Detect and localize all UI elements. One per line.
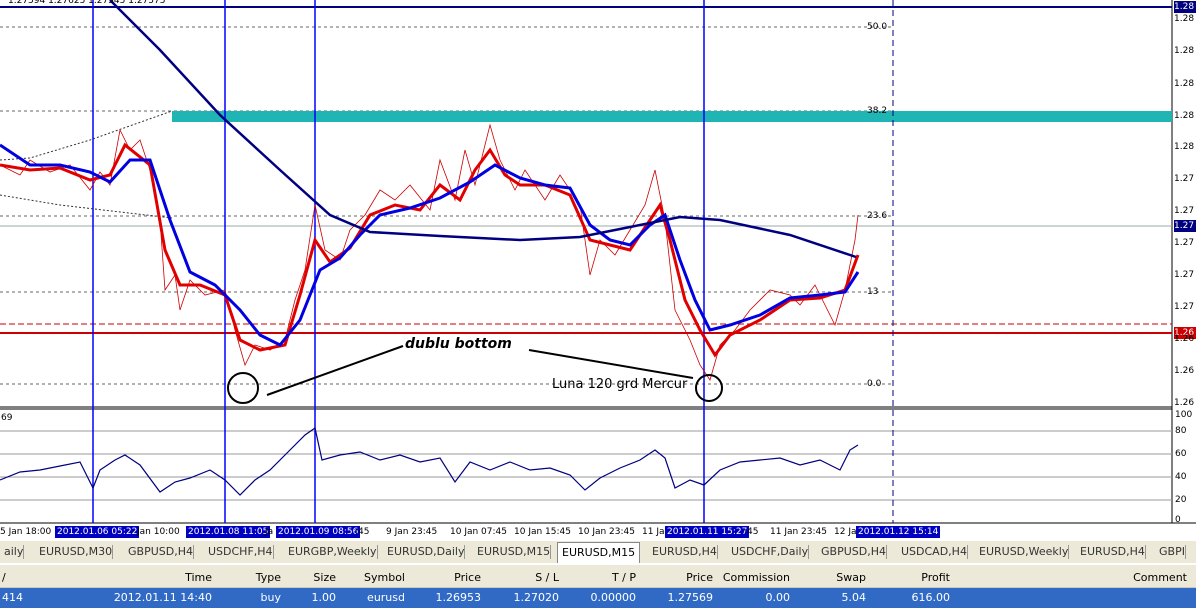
price-axis-label: 1.27 <box>1174 206 1195 216</box>
column-header: Symbol <box>364 571 405 584</box>
price-axis-label: 1.27 <box>1174 220 1196 232</box>
price-axis-label: 1.27 <box>1174 302 1195 312</box>
chart-tab[interactable]: EURUSD,H4 <box>1076 545 1146 559</box>
column-header: Type <box>255 571 281 584</box>
price-axis-label: 1.28 <box>1174 142 1195 152</box>
chart-tab[interactable]: EURUSD,H4 <box>648 545 718 559</box>
ohlc-info: 1.27594 1.27625 1.27545 1.27575 <box>8 0 166 6</box>
indicator-axis-label: 80 <box>1175 426 1187 436</box>
chart-tab[interactable]: USDCHF,H4 <box>204 545 274 559</box>
price-axis-label: 1.27 <box>1174 270 1195 280</box>
time-axis-label: :45 <box>355 527 370 537</box>
time-axis-label: 10 Jan 23:45 <box>578 527 635 537</box>
time-axis-label: 2012.01.12 15:14 <box>856 526 941 538</box>
column-header: S / L <box>535 571 559 584</box>
annotation: dublu bottom <box>405 336 512 352</box>
time-axis-label: 10 Jan 15:45 <box>514 527 571 537</box>
table-cell: eurusd <box>367 591 405 604</box>
time-axis-label: 10 Jan 07:45 <box>450 527 507 537</box>
chart-tab[interactable]: USDCAD,H4 <box>897 545 968 559</box>
fibo-level: 38.2 <box>867 106 888 116</box>
price-axis-label: 1.27 <box>1174 238 1195 248</box>
time-axis-label: Ja <box>265 527 274 537</box>
time-axis-label: 9 Jan 23:45 <box>386 527 438 537</box>
chart-tab[interactable]: GBPUSD,H4 <box>124 545 194 559</box>
time-axis-label: 11 Ja <box>642 527 665 537</box>
chart-tab[interactable]: GBPI <box>1155 545 1186 559</box>
price-axis-label: 1.26 <box>1174 366 1195 376</box>
column-header: Time <box>185 571 212 584</box>
column-header: Price <box>454 571 481 584</box>
price-axis-label: 1.26 <box>1174 398 1195 408</box>
column-header: T / P <box>611 571 636 584</box>
indicator-axis-label: 40 <box>1175 472 1187 482</box>
chart-tab[interactable]: aily <box>0 545 25 559</box>
chart-tab[interactable]: GBPUSD,H4 <box>817 545 887 559</box>
table-cell: 2012.01.11 14:40 <box>113 591 212 604</box>
indicator-label: 69 <box>1 413 13 423</box>
table-cell: 5.04 <box>841 591 867 604</box>
fibo-level: 23.6 <box>867 211 888 221</box>
table-cell: 1.00 <box>311 591 337 604</box>
time-axis-label: 5 Jan 18:00 <box>0 527 52 537</box>
price-axis-label: 1.28 <box>1174 79 1195 89</box>
column-header: Price <box>686 571 713 584</box>
table-cell: 414 <box>2 591 23 604</box>
table-cell: 0.00000 <box>590 591 637 604</box>
fibo-level: 13 <box>867 287 879 297</box>
time-axis-label: 2012.01.09 08:56 <box>276 526 361 538</box>
indicator-axis-label: 100 <box>1175 410 1193 420</box>
price-axis-label: 1.26 <box>1174 334 1195 344</box>
indicator-axis-label: 20 <box>1175 495 1187 505</box>
time-axis-label: 11 Jan 23:45 <box>770 527 827 537</box>
table-cell: 1.27020 <box>513 591 560 604</box>
time-axis-label: 2012.01.06 05:22 <box>55 526 140 538</box>
chart-tab[interactable]: EURUSD,M15 <box>557 542 641 563</box>
chart-tab[interactable]: EURUSD,Daily <box>383 545 466 559</box>
column-header: Commission <box>722 571 790 584</box>
column-header: Comment <box>1133 571 1187 584</box>
fibo-level: 50.0 <box>867 22 888 32</box>
chart-tab[interactable]: EURGBP,Weekly <box>284 545 378 559</box>
fibo-level: 0.0 <box>867 379 882 389</box>
time-axis-label: :45 <box>744 527 759 537</box>
indicator-axis-label: 0 <box>1175 515 1181 525</box>
time-axis-label: 12 Ja <box>834 527 857 537</box>
annotation: Luna 120 grd Mercur <box>552 377 688 392</box>
price-axis-label: 1.28 <box>1174 14 1195 24</box>
indicator-axis-label: 60 <box>1175 449 1187 459</box>
table-cell: buy <box>260 591 281 604</box>
column-header: Size <box>313 571 336 584</box>
price-axis-label: 1.27 <box>1174 174 1195 184</box>
table-cell: 1.27569 <box>667 591 714 604</box>
time-axis-label: 2012.01.11 15:27 <box>665 526 750 538</box>
chart-tab[interactable]: EURUSD,M15 <box>473 545 552 559</box>
price-axis-label: 1.28 <box>1174 46 1195 56</box>
column-header: Profit <box>921 571 950 584</box>
table-cell: 616.00 <box>911 591 951 604</box>
chart-tab[interactable]: EURUSD,Weekly <box>975 545 1070 559</box>
time-axis-label: 2012.01.08 11:05 <box>186 526 271 538</box>
column-header: / <box>2 571 6 584</box>
table-cell: 1.26953 <box>435 591 482 604</box>
table-cell: 0.00 <box>765 591 791 604</box>
time-axis-label: Jan 10:00 <box>137 527 180 537</box>
price-axis-label: 1.28 <box>1174 111 1195 121</box>
price-axis-label: 1.28 <box>1174 1 1196 13</box>
chart-tab[interactable]: EURUSD,M30 <box>35 545 114 559</box>
chart-tab[interactable]: USDCHF,Daily <box>727 545 810 559</box>
column-header: Swap <box>836 571 866 584</box>
price-axis-label: 1.26 <box>1174 327 1196 339</box>
